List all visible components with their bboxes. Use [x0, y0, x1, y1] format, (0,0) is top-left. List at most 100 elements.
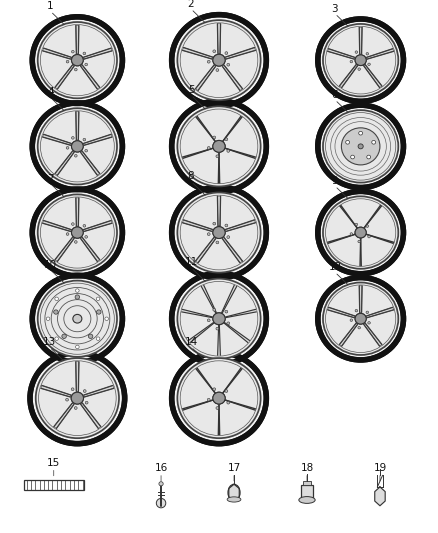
Ellipse shape [216, 327, 219, 330]
Ellipse shape [172, 353, 266, 443]
Ellipse shape [355, 227, 366, 238]
Ellipse shape [358, 240, 360, 243]
Ellipse shape [177, 279, 261, 359]
Ellipse shape [346, 140, 350, 144]
Ellipse shape [38, 108, 117, 184]
Ellipse shape [368, 321, 370, 324]
Ellipse shape [213, 54, 225, 66]
Ellipse shape [71, 54, 83, 66]
Polygon shape [55, 151, 74, 175]
Polygon shape [41, 385, 71, 397]
Polygon shape [359, 286, 362, 312]
Polygon shape [81, 151, 100, 175]
Polygon shape [226, 47, 255, 59]
Ellipse shape [351, 155, 354, 159]
Ellipse shape [66, 147, 69, 149]
Text: 18: 18 [300, 463, 314, 473]
Ellipse shape [85, 149, 88, 152]
Ellipse shape [71, 51, 74, 53]
Ellipse shape [207, 319, 210, 322]
Polygon shape [81, 65, 100, 89]
Text: 1: 1 [47, 1, 54, 11]
Polygon shape [84, 48, 112, 59]
Ellipse shape [323, 110, 398, 183]
Ellipse shape [156, 498, 166, 508]
Ellipse shape [227, 150, 230, 152]
Ellipse shape [216, 407, 219, 409]
Ellipse shape [358, 68, 360, 70]
Ellipse shape [355, 55, 366, 66]
Ellipse shape [358, 144, 363, 149]
Ellipse shape [177, 192, 261, 272]
Ellipse shape [32, 276, 123, 362]
Ellipse shape [225, 390, 228, 392]
Ellipse shape [75, 289, 79, 292]
Text: 19: 19 [373, 463, 387, 473]
Polygon shape [359, 27, 362, 54]
Polygon shape [81, 403, 101, 429]
Ellipse shape [213, 54, 225, 66]
Ellipse shape [71, 54, 83, 66]
Polygon shape [364, 64, 382, 87]
Polygon shape [226, 309, 256, 318]
Ellipse shape [350, 233, 353, 235]
Ellipse shape [96, 310, 101, 314]
Ellipse shape [213, 388, 215, 391]
Polygon shape [183, 220, 212, 231]
Polygon shape [367, 49, 394, 59]
Polygon shape [226, 220, 255, 231]
Ellipse shape [54, 310, 58, 314]
Polygon shape [201, 285, 216, 313]
Ellipse shape [227, 497, 241, 502]
Polygon shape [188, 322, 214, 343]
Text: 4: 4 [47, 87, 54, 98]
Ellipse shape [368, 236, 370, 238]
Ellipse shape [227, 63, 230, 66]
Ellipse shape [318, 105, 403, 188]
Ellipse shape [323, 196, 398, 269]
Polygon shape [367, 307, 394, 318]
Text: 17: 17 [227, 463, 240, 473]
Polygon shape [55, 65, 74, 89]
Ellipse shape [75, 295, 80, 299]
Ellipse shape [83, 139, 86, 141]
Ellipse shape [207, 147, 210, 149]
Ellipse shape [213, 227, 225, 238]
Ellipse shape [73, 314, 82, 323]
Polygon shape [217, 24, 221, 53]
Text: 2: 2 [188, 0, 194, 9]
Polygon shape [42, 221, 71, 231]
Ellipse shape [355, 313, 366, 324]
Ellipse shape [350, 319, 353, 321]
Polygon shape [84, 385, 114, 397]
Bar [303, 481, 311, 485]
Ellipse shape [227, 236, 230, 238]
Polygon shape [217, 196, 221, 226]
Ellipse shape [71, 141, 83, 152]
Text: 14: 14 [184, 337, 198, 347]
Polygon shape [182, 309, 212, 318]
Ellipse shape [225, 138, 228, 141]
Ellipse shape [71, 392, 84, 404]
Ellipse shape [372, 140, 376, 144]
Ellipse shape [350, 60, 353, 63]
Ellipse shape [74, 241, 77, 243]
Ellipse shape [46, 317, 50, 320]
Ellipse shape [213, 136, 215, 139]
Ellipse shape [74, 155, 77, 157]
Ellipse shape [213, 50, 215, 53]
Polygon shape [183, 47, 212, 59]
Ellipse shape [172, 187, 266, 278]
Ellipse shape [355, 223, 358, 225]
Ellipse shape [83, 390, 86, 392]
Ellipse shape [71, 392, 84, 404]
Ellipse shape [71, 223, 74, 225]
Ellipse shape [355, 227, 366, 238]
Ellipse shape [105, 317, 109, 320]
Text: 3: 3 [332, 4, 338, 14]
Ellipse shape [96, 337, 100, 341]
Ellipse shape [366, 225, 369, 228]
Polygon shape [222, 285, 237, 313]
Ellipse shape [225, 52, 228, 54]
Polygon shape [328, 49, 355, 59]
